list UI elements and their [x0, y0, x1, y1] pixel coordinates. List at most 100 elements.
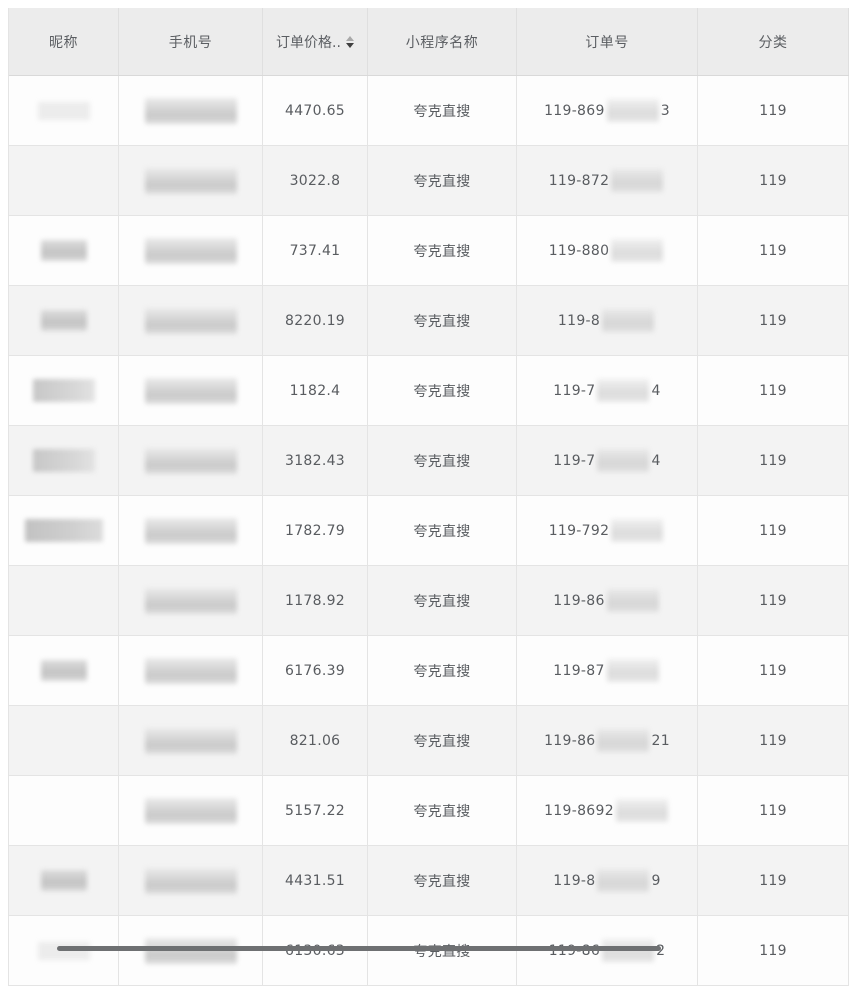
nickname-cell	[9, 286, 119, 355]
horizontal-scrollbar-thumb[interactable]	[57, 946, 661, 951]
redacted-order-digits	[611, 519, 664, 542]
redacted-phone	[144, 307, 237, 334]
redacted-phone	[144, 727, 237, 754]
column-header-category: 分类	[698, 8, 849, 75]
redacted-phone	[144, 797, 237, 824]
order-price: 5157.22	[263, 776, 368, 845]
redacted-order-digits	[606, 589, 659, 612]
miniprogram-name: 夸克直搜	[368, 496, 517, 565]
category: 119	[698, 76, 849, 145]
phone-cell	[119, 286, 263, 355]
column-header-label: 分类	[758, 34, 788, 51]
nickname-cell	[9, 636, 119, 705]
order-price: 1782.79	[263, 496, 368, 565]
order-number: 119-8692	[517, 776, 698, 845]
table-row[interactable]: 737.41 夸克直搜 119-880 119	[9, 216, 849, 286]
table-row[interactable]: 1182.4 夸克直搜 119-7 4 119	[9, 356, 849, 426]
phone-cell	[119, 216, 263, 285]
order-number-prefix: 119-792	[548, 522, 610, 539]
order-number-prefix: 119-87	[553, 662, 605, 679]
miniprogram-name: 夸克直搜	[368, 426, 517, 495]
category: 119	[698, 566, 849, 635]
column-header-label: 昵称	[49, 34, 78, 51]
order-number-prefix: 119-86	[553, 592, 605, 609]
redacted-order-digits	[615, 799, 668, 822]
order-price: 1182.4	[263, 356, 368, 425]
order-number: 119-86	[517, 566, 698, 635]
nickname-cell	[9, 76, 119, 145]
redacted-phone	[144, 447, 237, 474]
redacted-order-digits	[611, 239, 664, 262]
order-number-prefix: 119-869	[544, 102, 605, 119]
table-row[interactable]: 5157.22 夸克直搜 119-8692 119	[9, 776, 849, 846]
category: 119	[698, 916, 849, 985]
column-header-label: 手机号	[168, 34, 213, 51]
sort-desc-icon[interactable]	[345, 42, 354, 48]
table-row[interactable]: 4470.65 夸克直搜 119-869 3 119	[9, 76, 849, 146]
column-header-order-number: 订单号	[517, 8, 698, 75]
table-row[interactable]: 4431.51 夸克直搜 119-8 9 119	[9, 846, 849, 916]
order-number: 119-87	[517, 636, 698, 705]
redacted-phone	[144, 587, 237, 614]
phone-cell	[119, 566, 263, 635]
order-number-prefix: 119-7	[553, 382, 596, 399]
order-number: 119-872	[517, 146, 698, 215]
redacted-phone	[144, 377, 237, 404]
order-number-prefix: 119-86	[544, 732, 596, 749]
table-row[interactable]: 821.06 夸克直搜 119-86 21 119	[9, 706, 849, 776]
redacted-phone	[144, 97, 237, 124]
order-price: 3182.43	[263, 426, 368, 495]
redacted-nickname	[40, 310, 87, 331]
phone-cell	[119, 356, 263, 425]
redacted-phone	[144, 167, 237, 194]
order-price: 4431.51	[263, 846, 368, 915]
table-row[interactable]: 6176.39 夸克直搜 119-87 119	[9, 636, 849, 706]
order-number-prefix: 119-8692	[544, 802, 614, 819]
phone-cell	[119, 496, 263, 565]
table-row[interactable]: 3022.8 夸克直搜 119-872 119	[9, 146, 849, 216]
order-price: 8220.19	[263, 286, 368, 355]
order-price: 4470.65	[263, 76, 368, 145]
redacted-order-digits	[597, 449, 650, 472]
order-number: 119-86 21	[517, 706, 698, 775]
table-row[interactable]: 1178.92 夸克直搜 119-86 119	[9, 566, 849, 636]
phone-cell	[119, 426, 263, 495]
nickname-cell	[9, 146, 119, 215]
column-header-miniprogram-name: 小程序名称	[368, 8, 517, 75]
miniprogram-name: 夸克直搜	[368, 706, 517, 775]
order-number-suffix: 2	[656, 942, 666, 959]
sort-icon[interactable]	[345, 35, 354, 48]
redacted-phone	[144, 867, 237, 894]
order-price: 821.06	[263, 706, 368, 775]
order-number-suffix: 9	[651, 872, 661, 889]
order-number-suffix: 4	[651, 452, 661, 469]
table-row[interactable]: 6130.63夸克直搜119-862119	[9, 916, 849, 986]
sort-asc-icon[interactable]	[345, 35, 354, 41]
order-price: 6176.39	[263, 636, 368, 705]
nickname-cell	[9, 426, 119, 495]
category: 119	[698, 636, 849, 705]
order-price: 737.41	[263, 216, 368, 285]
redacted-nickname	[32, 449, 95, 472]
column-header-order-price[interactable]: 订单价格..	[263, 8, 368, 75]
redacted-nickname	[40, 870, 87, 891]
nickname-cell	[9, 216, 119, 285]
order-number: 119-880	[517, 216, 698, 285]
redacted-order-digits	[602, 309, 655, 332]
miniprogram-name: 夸克直搜	[368, 216, 517, 285]
category: 119	[698, 776, 849, 845]
category: 119	[698, 286, 849, 355]
order-number: 119-869 3	[517, 76, 698, 145]
miniprogram-name: 夸克直搜	[368, 146, 517, 215]
table-row[interactable]: 3182.43 夸克直搜 119-7 4 119	[9, 426, 849, 496]
redacted-order-digits	[597, 729, 650, 752]
table-row[interactable]: 1782.79 夸克直搜 119-792 119	[9, 496, 849, 566]
redacted-nickname	[24, 519, 103, 542]
miniprogram-name: 夸克直搜	[368, 356, 517, 425]
table-row[interactable]: 8220.19 夸克直搜 119-8 119	[9, 286, 849, 356]
order-number-suffix: 3	[660, 102, 670, 119]
nickname-cell	[9, 846, 119, 915]
order-number-prefix: 119-8	[557, 312, 601, 329]
order-number: 119-792	[517, 496, 698, 565]
column-header-phone: 手机号	[119, 8, 263, 75]
